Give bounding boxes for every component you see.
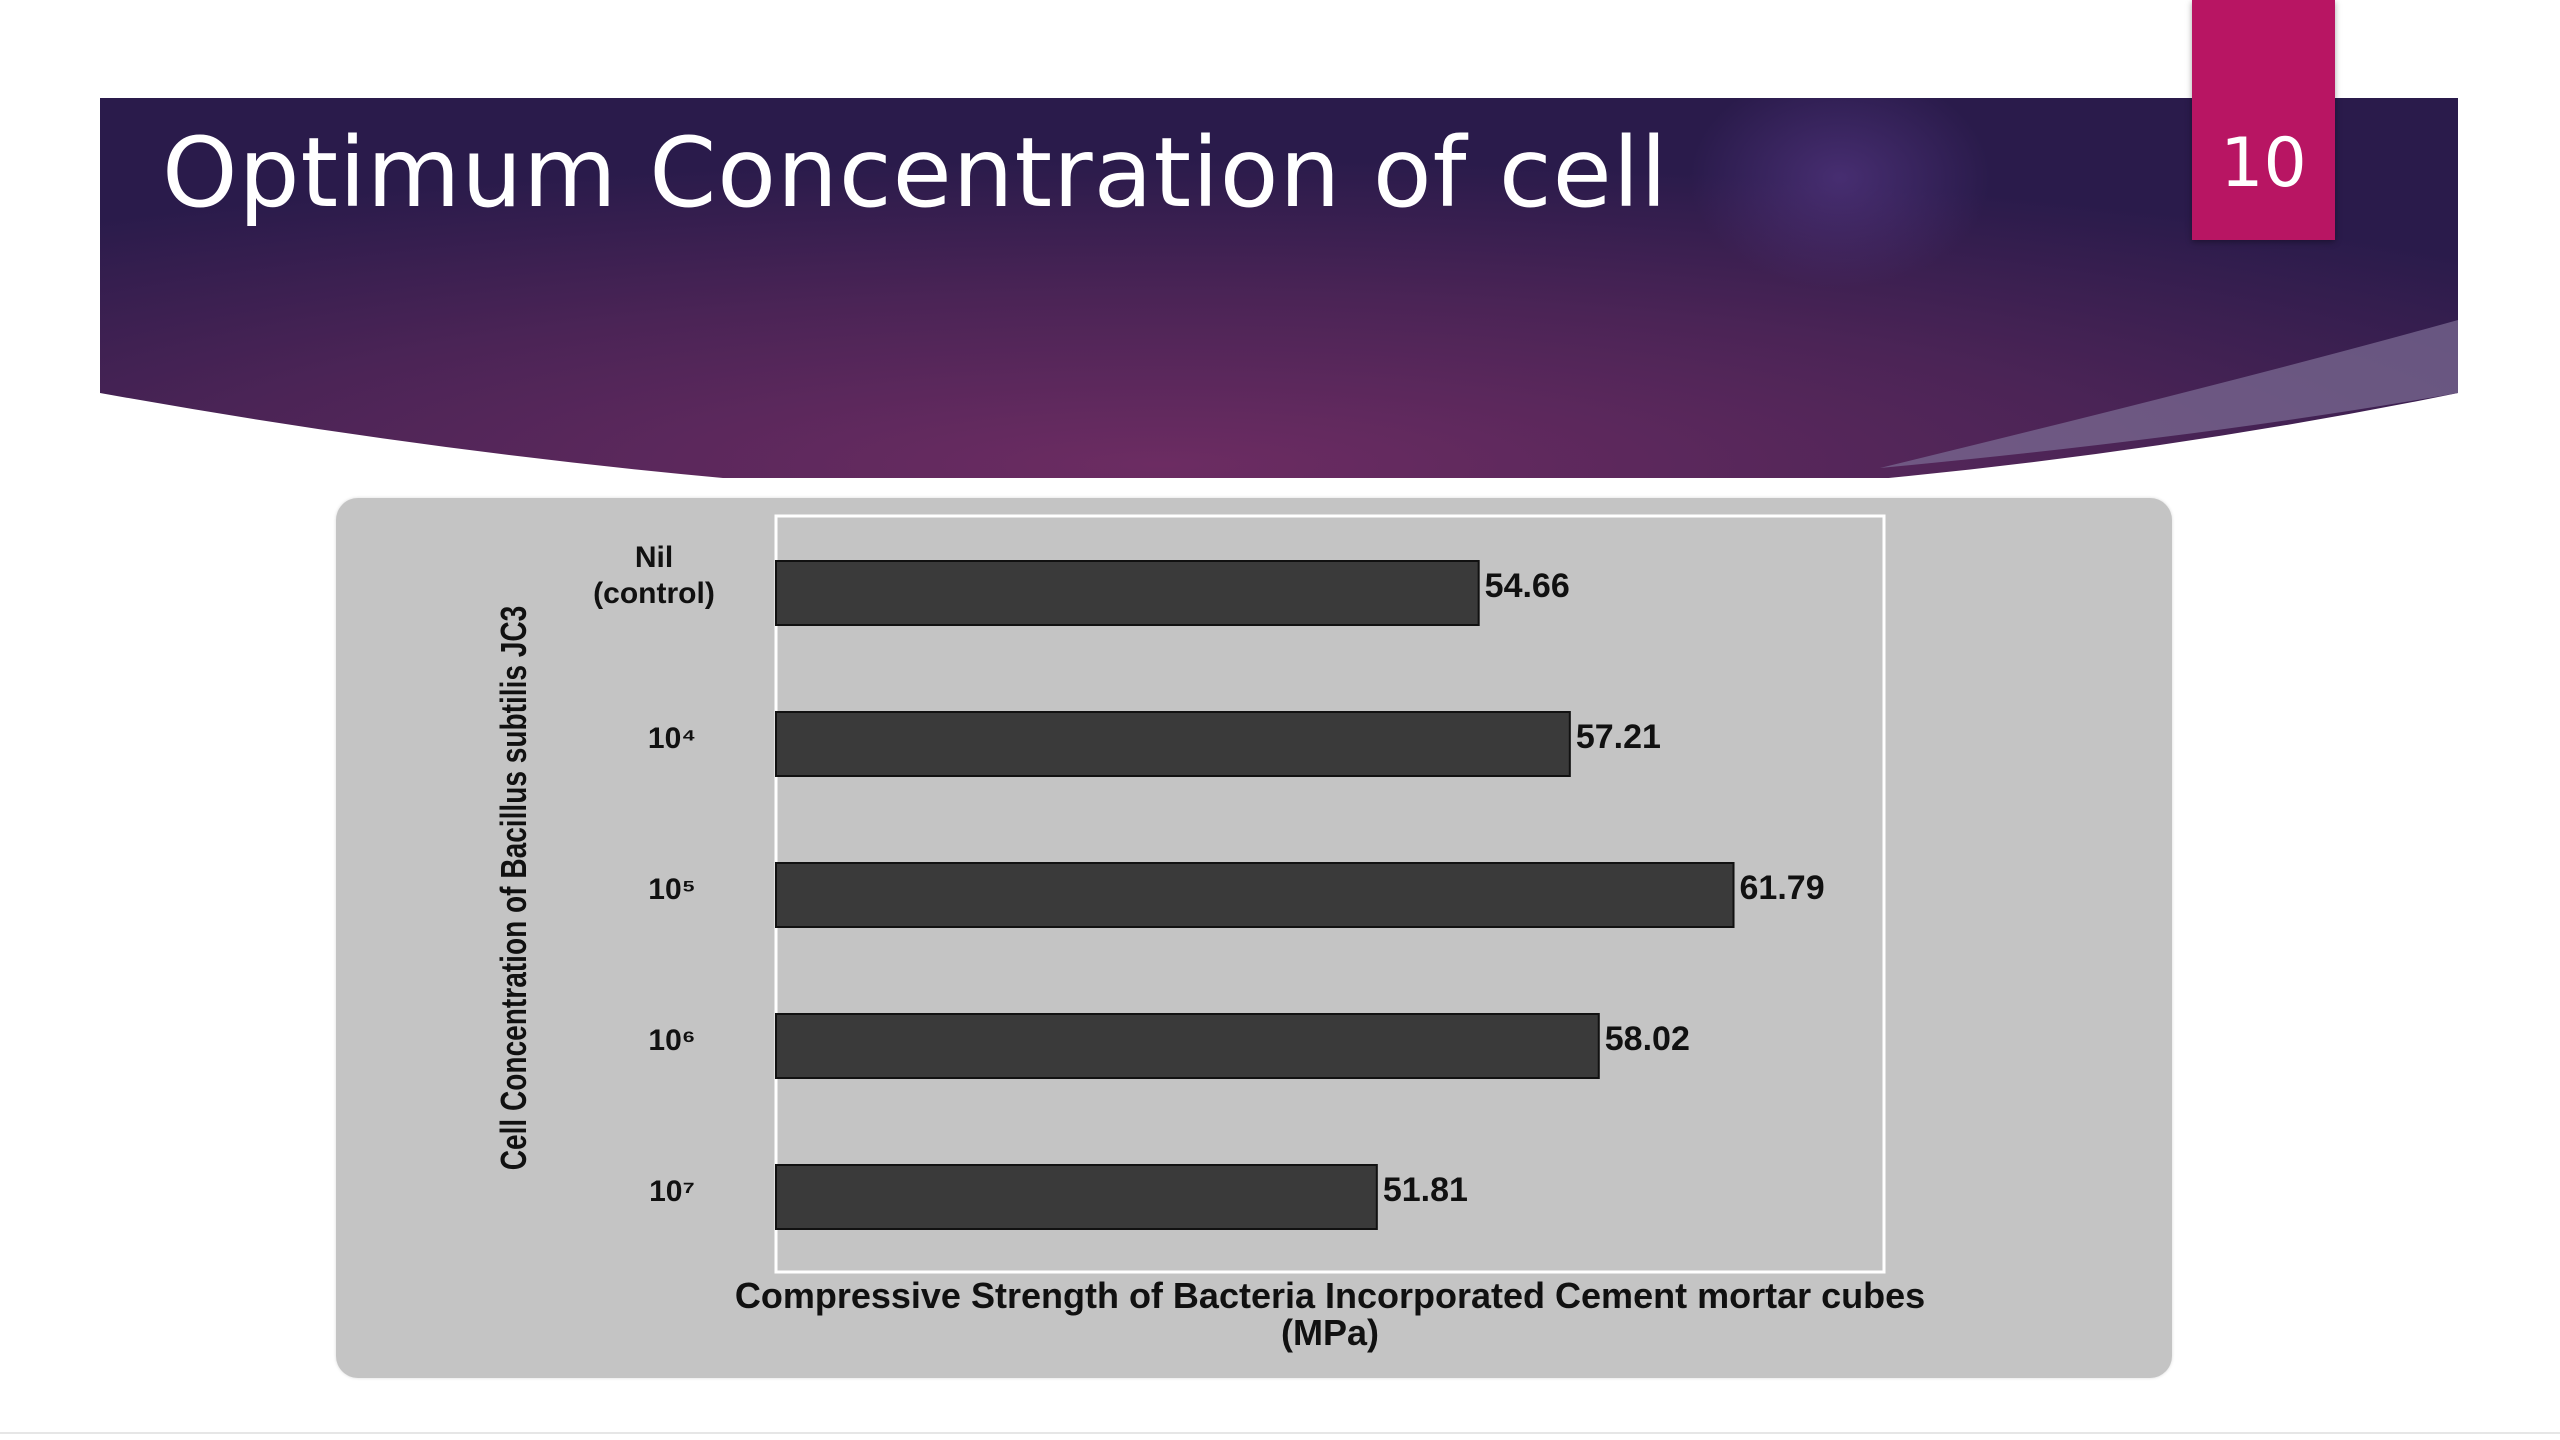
value-label-4: 51.81 bbox=[1383, 1171, 1468, 1209]
category-label-2: 10⁵ bbox=[648, 873, 695, 906]
value-label-3: 58.02 bbox=[1605, 1020, 1690, 1058]
chart-panel: Nil (control) 10⁴ 10⁵ 10⁶ 10⁷ 54.66 57.21 61.79… bbox=[336, 498, 2172, 1378]
bar-0 bbox=[775, 560, 1480, 626]
bar-1 bbox=[775, 711, 1571, 777]
value-label-2: 61.79 bbox=[1740, 869, 1825, 907]
category-label-1: 10⁴ bbox=[648, 722, 696, 755]
bar-2 bbox=[775, 862, 1735, 928]
category-labels: Nil (control) 10⁴ 10⁵ 10⁶ 10⁷ bbox=[593, 541, 715, 1208]
value-label-1: 57.21 bbox=[1576, 718, 1661, 756]
slide-header-banner bbox=[100, 98, 2458, 478]
header-background bbox=[100, 98, 2458, 478]
bar-chart: Nil (control) 10⁴ 10⁵ 10⁶ 10⁷ 54.66 57.21 61.79… bbox=[494, 514, 1925, 1353]
category-label-0: Nil (control) bbox=[593, 541, 715, 610]
x-axis-label: Compressive Strength of Bacteria Incorpo… bbox=[735, 1275, 1925, 1316]
value-label-0: 54.66 bbox=[1485, 567, 1570, 605]
category-label-4: 10⁷ bbox=[649, 1175, 695, 1208]
bars-group bbox=[775, 560, 1735, 1230]
slide-number-tab: 10 bbox=[2192, 0, 2335, 240]
value-labels: 54.66 57.21 61.79 58.02 51.81 bbox=[1383, 567, 1825, 1209]
slide-bottom-edge bbox=[0, 1432, 2560, 1434]
x-axis-unit-label: (MPa) bbox=[1281, 1312, 1379, 1353]
slide-number: 10 bbox=[2220, 124, 2307, 203]
category-label-3: 10⁶ bbox=[648, 1024, 695, 1057]
y-axis-label: Cell Concentration of Bacillus subtilis … bbox=[494, 606, 534, 1171]
bar-3 bbox=[775, 1013, 1600, 1079]
bar-4 bbox=[775, 1164, 1378, 1230]
slide-title: Optimum Concentration of cell bbox=[162, 117, 1669, 229]
